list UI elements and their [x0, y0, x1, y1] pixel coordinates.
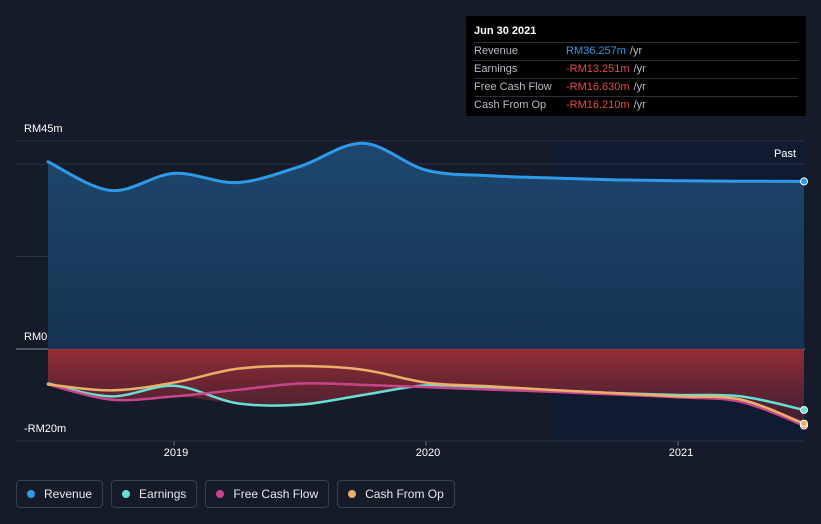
legend-label: Cash From Op: [365, 487, 444, 501]
earnings-end-point: [800, 405, 808, 414]
revenue-area: [48, 143, 804, 349]
tooltip-unit: /yr: [633, 63, 646, 75]
legend-label: Earnings: [139, 487, 187, 501]
legend-label: Revenue: [44, 487, 93, 501]
tooltip-row-earnings: Earnings -RM13.251m /yr: [474, 61, 798, 79]
tooltip: Jun 30 2021 Revenue RM36.257m /yr Earnin…: [466, 16, 806, 116]
tooltip-row-cash-from-op: Cash From Op -RM16.210m /yr: [474, 97, 798, 114]
x-tick-label-2019: 2019: [163, 447, 189, 459]
tooltip-value: -RM16.630m: [566, 81, 630, 93]
earnings-line: [46, 382, 806, 412]
past-label: Past: [774, 148, 797, 160]
tooltip-label: Revenue: [474, 45, 519, 57]
y-tick-label-top: RM45m: [24, 123, 63, 135]
tooltip-value: -RM16.210m: [566, 99, 630, 111]
tooltip-unit: /yr: [629, 45, 643, 57]
legend-item-free-cash-flow[interactable]: Free Cash Flow: [205, 480, 330, 508]
tooltip-row-revenue: Revenue RM36.257m /yr: [474, 43, 798, 61]
tooltip-label: Free Cash Flow: [474, 81, 552, 93]
legend: Revenue Earnings Free Cash Flow Cash Fro…: [16, 480, 455, 508]
tooltip-label: Cash From Op: [474, 99, 547, 111]
tooltip-date: Jun 30 2021: [474, 22, 798, 43]
revenue-dot-icon: [27, 490, 35, 498]
legend-item-earnings[interactable]: Earnings: [111, 480, 198, 508]
x-tick-label-2020: 2020: [415, 447, 441, 459]
legend-item-cash-from-op[interactable]: Cash From Op: [337, 480, 455, 508]
tooltip-unit: /yr: [633, 99, 646, 111]
revenue-line: [46, 141, 806, 192]
cash-from-op-line: [46, 364, 806, 425]
tooltip-row-free-cash-flow: Free Cash Flow -RM16.630m /yr: [474, 79, 798, 97]
tooltip-value: RM36.257m: [566, 45, 626, 57]
legend-label: Free Cash Flow: [233, 487, 319, 501]
earnings-dot-icon: [122, 490, 131, 498]
tooltip-unit: /yr: [633, 81, 646, 93]
free-cash-flow-dot-icon: [216, 490, 225, 498]
cash-from-op-dot-icon: [348, 490, 357, 498]
y-tick-label-bottom: -RM20m: [24, 423, 67, 435]
y-tick-label-zero: RM0: [24, 331, 48, 343]
legend-item-revenue[interactable]: Revenue: [16, 480, 104, 508]
cash-from-op-end-point: [800, 419, 808, 428]
tooltip-value: -RM13.251m: [566, 63, 630, 75]
revenue-end-point: [800, 177, 808, 186]
x-tick-label-2021: 2021: [668, 447, 694, 459]
tooltip-label: Earnings: [474, 63, 518, 75]
